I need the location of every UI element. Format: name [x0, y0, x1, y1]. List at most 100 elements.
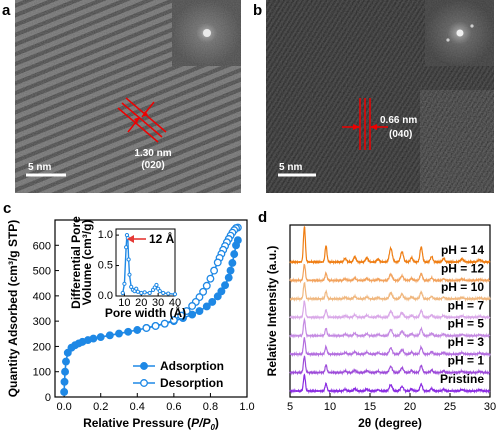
plot-frame-c: [54, 219, 248, 398]
panel-c: c 0.0 0.2 0.4 0.6 0.8 1.00100200300400500600R…: [3, 200, 255, 432]
data-point-desorption: [142, 324, 151, 332]
data-point-adsorption: [188, 310, 197, 319]
data-point-desorption: [160, 319, 169, 328]
panel-label-a: a: [2, 2, 11, 19]
legend-label-adsorption: Adsorption: [160, 359, 224, 373]
data-point-desorption: [213, 258, 222, 267]
inset-x-tick-label: 20: [135, 297, 147, 309]
inset-point: [124, 245, 129, 250]
inset-point: [127, 272, 132, 277]
y-axis-label-c: Quantity Adsorbed (cm³/g STP): [6, 220, 20, 398]
xrd-curve-0: [289, 225, 491, 266]
legend-marker-adsorption: [140, 362, 148, 370]
series-label-d: pH = 12: [441, 261, 484, 275]
x-tick-label-c: 0.8: [203, 401, 218, 413]
series-label-d: pH = 14: [441, 243, 484, 257]
xrd-curve-5: [289, 337, 491, 358]
data-point-adsorption: [60, 387, 69, 396]
scale-label-b: 5 nm: [279, 162, 302, 173]
data-point-desorption: [199, 287, 208, 296]
x-tick-label-c: 0.2: [93, 401, 108, 413]
data-point-adsorption: [96, 333, 105, 342]
xrd-curve-3: [289, 300, 491, 321]
data-point-adsorption: [115, 329, 123, 338]
inset-point: [142, 290, 147, 295]
y-tick-label-c: 0: [45, 392, 51, 404]
xrd-curve-6: [289, 355, 491, 376]
data-point-adsorption: [226, 266, 235, 275]
x-axis-label-var-c: P/P: [191, 416, 211, 430]
data-point-desorption: [169, 316, 178, 325]
panel-b: b 0.66 nm (040) 5 nm: [253, 0, 494, 193]
inset-x-tick-label: 10: [118, 297, 130, 309]
series-label-d: pH = 3: [448, 335, 485, 349]
inset-arrow-head: [127, 235, 134, 243]
inset-point: [126, 257, 131, 262]
data-point-adsorption: [208, 297, 217, 306]
y-tick-label-c: 100: [33, 367, 51, 379]
plane-index-a: (020): [141, 160, 164, 171]
y-tick-label-c: 600: [33, 240, 51, 252]
data-point-adsorption: [124, 327, 133, 336]
series-label-d: Pristine: [440, 372, 484, 386]
inset-point: [139, 290, 144, 296]
inset-point: [129, 284, 134, 289]
y-tick-label-c: 500: [33, 266, 51, 278]
series-label-d: pH = 1: [448, 354, 485, 368]
inset-point: [157, 289, 162, 294]
data-point-adsorption: [133, 326, 142, 334]
inset-y-axis-label: Differential Pore: [69, 216, 83, 309]
inset-x-tick-label: 30: [152, 297, 164, 309]
data-point-adsorption: [62, 357, 70, 366]
data-point-adsorption: [202, 302, 211, 311]
xrd-curve-7: [289, 373, 491, 395]
xrd-curve-2: [289, 281, 491, 303]
y-tick-label-c: 300: [33, 316, 51, 328]
inset-y-tick-label: 0.0: [98, 290, 113, 302]
plane-index-b: (040): [389, 129, 412, 140]
data-point-adsorption: [221, 281, 230, 290]
plot-frame-d: [289, 224, 491, 398]
x-tick-label-d: 20: [404, 401, 416, 413]
x-tick-label-c: 0.0: [56, 401, 71, 413]
data-point-adsorption: [89, 334, 98, 343]
data-point-desorption: [182, 307, 191, 315]
inset-annotation: 12 Å: [149, 231, 175, 246]
inset-point: [147, 290, 152, 296]
inset-x-tick-label: 40: [169, 297, 181, 309]
inset-point: [122, 281, 127, 286]
inset-point: [120, 290, 125, 296]
data-point-desorption: [151, 321, 160, 330]
series-label-d: pH = 7: [448, 298, 485, 312]
d-spacing-b: 0.66 nm: [380, 115, 417, 126]
y-tick-label-c: 200: [33, 341, 51, 353]
data-point-desorption: [210, 266, 219, 275]
data-point-adsorption: [61, 367, 70, 376]
data-point-adsorption: [228, 259, 237, 267]
data-point-adsorption: [60, 377, 69, 386]
x-tick-label-c: 1.0: [239, 401, 254, 413]
x-tick-label-d: 30: [484, 401, 496, 413]
data-point-adsorption: [217, 287, 226, 296]
xrd-curve-1: [289, 263, 491, 284]
data-point-desorption: [206, 274, 215, 283]
legend-marker-desorption: [140, 379, 148, 387]
data-point-adsorption: [233, 236, 242, 245]
legend-label-desorption: Desorption: [160, 376, 223, 390]
inset-point: [161, 290, 166, 296]
inset-point: [134, 286, 139, 291]
series-label-d: pH = 10: [441, 280, 484, 294]
panel-label-c: c: [3, 200, 11, 217]
x-axis-label-c: Relative Pressure (P/P0): [83, 416, 219, 432]
panel-label-d: d: [258, 209, 267, 226]
data-point-adsorption: [230, 250, 239, 259]
d-spacing-a: 1.30 nm: [134, 148, 171, 159]
inset-point: [135, 289, 141, 294]
x-axis-label-main-c: Relative Pressure (: [83, 416, 191, 430]
xrd-curve-4: [289, 317, 491, 339]
data-point-desorption: [177, 311, 186, 320]
data-point-desorption: [188, 302, 197, 310]
inset-y-axis-label: Volume (cm³/g): [80, 220, 94, 306]
data-point-adsorption: [105, 331, 114, 340]
